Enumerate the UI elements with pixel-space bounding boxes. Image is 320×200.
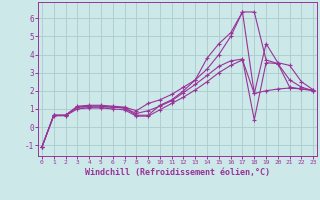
X-axis label: Windchill (Refroidissement éolien,°C): Windchill (Refroidissement éolien,°C) — [85, 168, 270, 177]
